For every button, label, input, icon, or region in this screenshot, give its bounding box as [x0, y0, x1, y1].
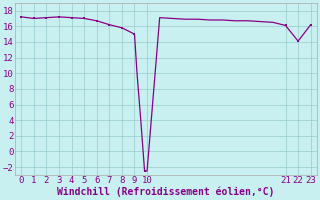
X-axis label: Windchill (Refroidissement éolien,°C): Windchill (Refroidissement éolien,°C) [57, 187, 275, 197]
